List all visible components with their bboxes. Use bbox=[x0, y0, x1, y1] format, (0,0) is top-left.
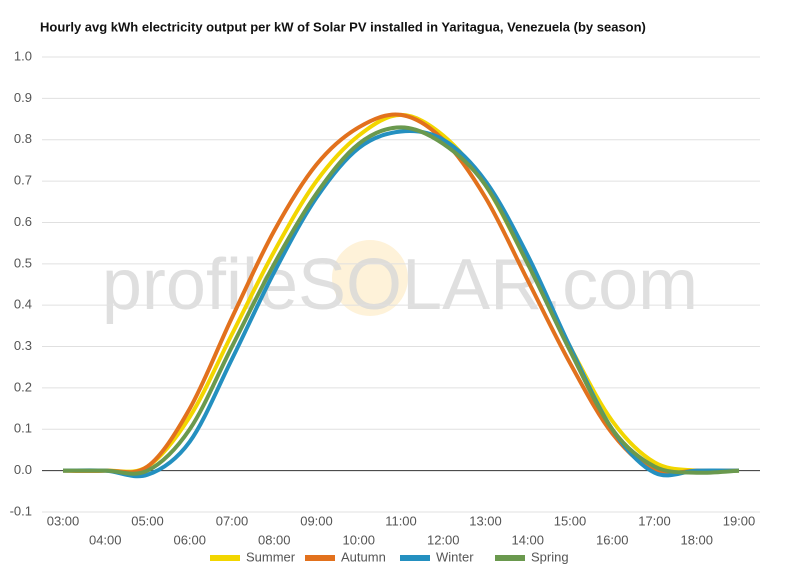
legend-swatch bbox=[305, 555, 335, 561]
y-tick-label: 0.0 bbox=[14, 462, 32, 477]
y-tick-label: 0.8 bbox=[14, 131, 32, 146]
x-tick-label: 03:00 bbox=[47, 513, 80, 528]
series-line bbox=[62, 125, 740, 476]
x-tick-label: 14:00 bbox=[511, 532, 544, 547]
x-tick-label: 16:00 bbox=[596, 532, 629, 547]
y-tick-label: 0.6 bbox=[14, 214, 32, 229]
x-tick-label: 13:00 bbox=[469, 513, 502, 528]
legend-swatch bbox=[210, 555, 240, 561]
x-tick-label: 18:00 bbox=[680, 532, 713, 547]
legend-swatch bbox=[495, 555, 525, 561]
y-tick-label: 0.9 bbox=[14, 90, 32, 105]
x-tick-label: 06:00 bbox=[173, 532, 206, 547]
legend-label: Winter bbox=[436, 549, 474, 564]
y-tick-label: 0.1 bbox=[14, 421, 32, 436]
y-tick-label: 0.4 bbox=[14, 297, 32, 312]
legend-label: Spring bbox=[531, 549, 569, 564]
chart-title: Hourly avg kWh electricity output per kW… bbox=[40, 19, 646, 34]
x-tick-label: 05:00 bbox=[131, 513, 164, 528]
legend-swatch bbox=[400, 555, 430, 561]
y-tick-label: 0.3 bbox=[14, 338, 32, 353]
x-tick-label: 15:00 bbox=[554, 513, 587, 528]
y-tick-label: 1.0 bbox=[14, 48, 32, 63]
y-tick-label: 0.2 bbox=[14, 379, 32, 394]
x-tick-label: 08:00 bbox=[258, 532, 291, 547]
legend-label: Autumn bbox=[341, 549, 386, 564]
x-tick-label: 12:00 bbox=[427, 532, 460, 547]
watermark-sun bbox=[332, 240, 408, 316]
x-tick-label: 10:00 bbox=[342, 532, 375, 547]
x-tick-label: 11:00 bbox=[385, 513, 417, 528]
x-tick-label: 09:00 bbox=[300, 513, 333, 528]
y-tick-label: -0.1 bbox=[10, 503, 32, 518]
x-tick-label: 04:00 bbox=[89, 532, 122, 547]
x-tick-label: 19:00 bbox=[723, 513, 756, 528]
x-tick-label: 17:00 bbox=[638, 513, 671, 528]
y-tick-label: 0.7 bbox=[14, 173, 32, 188]
y-tick-label: 0.5 bbox=[14, 255, 32, 270]
x-tick-label: 07:00 bbox=[216, 513, 249, 528]
watermark: profileSOLAR.com bbox=[102, 245, 698, 325]
series-line bbox=[62, 112, 739, 476]
legend-label: Summer bbox=[246, 549, 296, 564]
